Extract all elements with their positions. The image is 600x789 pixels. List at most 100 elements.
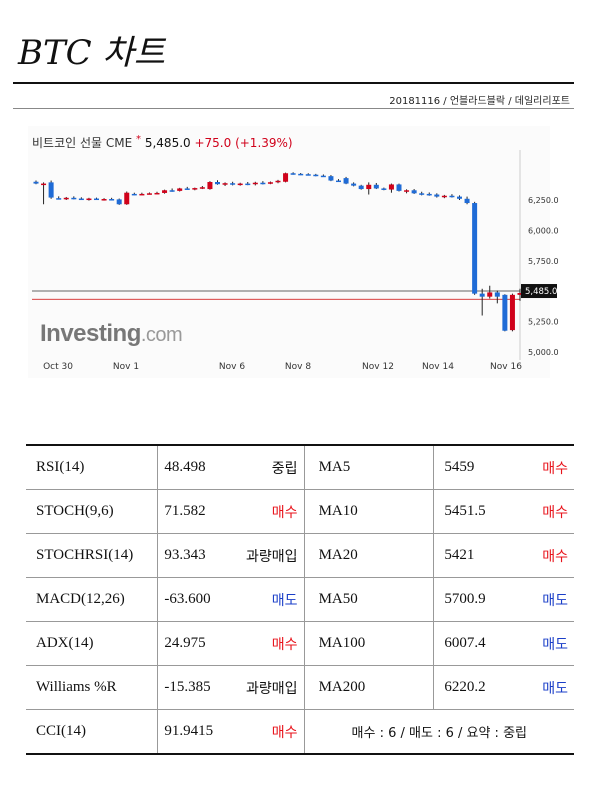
candle: [63, 196, 69, 200]
candle-body: [305, 174, 311, 176]
candle-body: [267, 182, 273, 184]
indicator-value: 24.975: [157, 621, 240, 666]
candle: [154, 191, 160, 195]
candle-body: [275, 180, 281, 183]
candle-body: [441, 195, 447, 198]
candle: [116, 198, 122, 205]
candle: [320, 174, 326, 178]
ma-signal: 매도: [516, 665, 574, 710]
source-line: 20181116 / 언블라드블락 / 데일리리포트: [389, 96, 570, 107]
candle: [237, 182, 243, 186]
candle: [245, 182, 251, 186]
indicator-value: 91.9415: [157, 709, 240, 755]
candle: [328, 175, 334, 182]
candle: [78, 197, 84, 201]
candle-body: [494, 292, 500, 297]
candle-body: [94, 198, 99, 201]
candle: [343, 176, 349, 185]
candle-body: [252, 182, 258, 185]
candle: [86, 197, 92, 201]
y-tick-label: 5,250.0: [528, 318, 559, 327]
indicator-value: 48.498: [157, 444, 240, 490]
candle: [230, 181, 236, 186]
candle: [464, 196, 470, 205]
candle-body: [517, 293, 523, 295]
indicator-name: ADX(14): [26, 621, 159, 666]
indicator-row: RSI(14) 48.498 중립 MA5 5459 매수: [26, 444, 574, 490]
candle-body: [343, 178, 349, 184]
chart-panel: [28, 126, 550, 378]
candle-body: [192, 188, 198, 190]
logo-domain: .com: [140, 324, 183, 346]
indicator-row: STOCH(9,6) 71.582 매수 MA10 5451.5 매수: [26, 489, 574, 534]
candle-body: [139, 193, 145, 196]
candle-body: [426, 193, 432, 196]
indicator-signal: 매수: [239, 709, 305, 755]
candle-body: [245, 183, 251, 186]
candle: [298, 173, 304, 176]
candle-body: [366, 184, 372, 190]
candle: [305, 173, 311, 176]
ma-signal: 매도: [516, 577, 574, 622]
candle: [207, 181, 213, 190]
candle-body: [283, 173, 289, 182]
candle: [275, 179, 281, 184]
live-marker: *: [136, 134, 142, 145]
chart-header: 비트코인 선물 CME * 5,485.0 +75.0 (+1.39%): [32, 134, 293, 151]
candle-body: [313, 174, 319, 177]
indicator-value: 71.582: [157, 489, 240, 534]
candle: [388, 183, 394, 193]
ma-name: MA200: [304, 665, 435, 710]
candle-body: [237, 183, 243, 186]
indicator-signal: 과량매입: [239, 665, 305, 710]
candle-body: [328, 176, 334, 181]
ma-signal: 매수: [516, 444, 574, 490]
candle-body: [351, 183, 357, 186]
indicator-name: CCI(14): [26, 709, 159, 755]
candle-body: [479, 293, 485, 297]
candle: [509, 293, 515, 332]
candle-body: [124, 192, 130, 205]
candle-body: [449, 195, 455, 198]
y-axis-labels: 6,250.0 6,000.0 5,750.0 5,250.0 5,000.0: [528, 196, 559, 357]
candle: [411, 189, 417, 194]
candle: [358, 184, 364, 190]
candle: [336, 179, 341, 183]
candle-body: [336, 180, 341, 183]
candle: [124, 191, 130, 205]
y-tick-label: 5,750.0: [528, 257, 559, 266]
candle: [56, 196, 62, 200]
indicator-name: STOCHRSI(14): [26, 533, 159, 578]
indicator-name: MACD(12,26): [26, 577, 159, 622]
candle-body: [381, 188, 387, 190]
ma-value: 6220.2: [433, 665, 517, 710]
candle: [381, 187, 387, 191]
candle-body: [434, 194, 440, 197]
indicator-row: MACD(12,26) -63.600 매도 MA50 5700.9 매도: [26, 577, 574, 622]
logo-brand: Investing: [40, 320, 141, 347]
candle: [434, 193, 440, 198]
ma-signal: 매도: [516, 621, 574, 666]
indicator-signal: 과량매입: [239, 533, 305, 578]
candle: [487, 285, 493, 299]
candle: [41, 182, 47, 205]
candle-body: [63, 197, 69, 200]
page-title: BTC 차트: [18, 33, 166, 73]
candle: [267, 181, 273, 185]
indicator-name: RSI(14): [26, 444, 159, 490]
candle: [283, 172, 289, 183]
instrument-name: 비트코인 선물 CME: [32, 136, 133, 150]
price-change: +75.0 (+1.39%): [194, 136, 293, 150]
ma-name: MA100: [304, 621, 435, 666]
candle-body: [388, 184, 394, 190]
price-tag-label: 5,485.0: [525, 287, 557, 297]
candle-body: [419, 193, 425, 195]
indicator-name: Williams %R: [26, 665, 159, 710]
candle-body: [116, 199, 122, 205]
candle: [109, 197, 115, 201]
candle: [146, 192, 152, 195]
candle-body: [48, 182, 54, 198]
ma-value: 5700.9: [433, 577, 517, 622]
candle: [290, 172, 296, 175]
candles-group: [33, 172, 523, 332]
